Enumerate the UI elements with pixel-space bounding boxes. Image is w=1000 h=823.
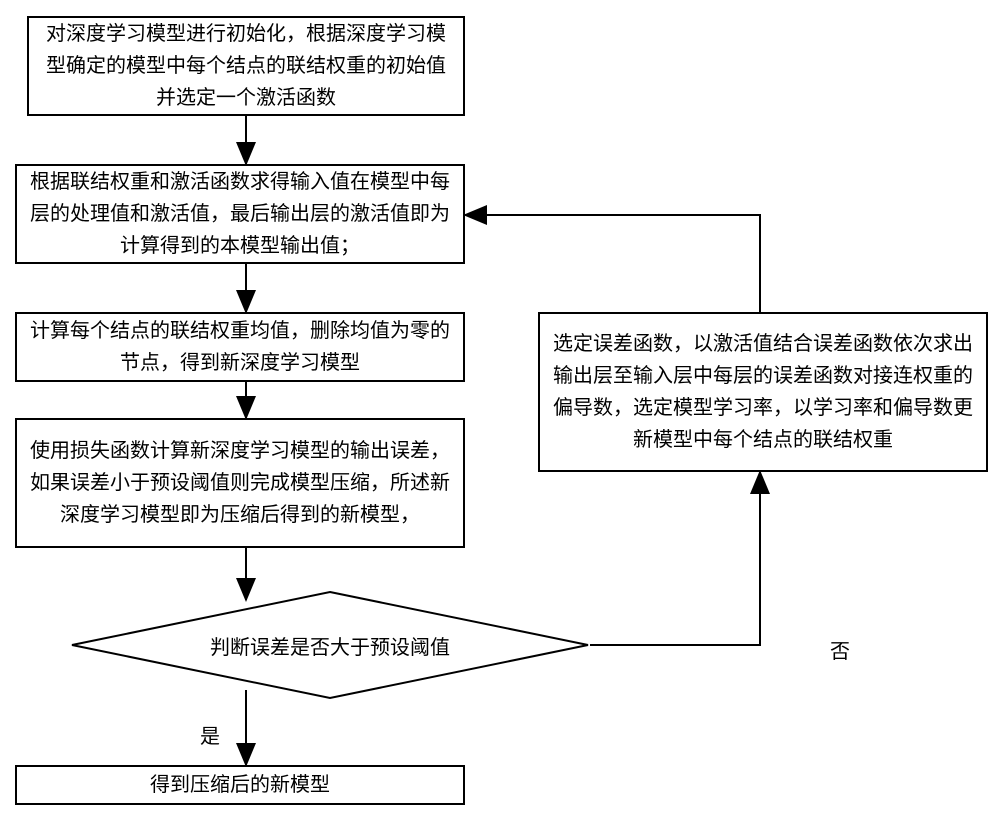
- label-text: 否: [830, 641, 850, 663]
- edge-label-no: 否: [830, 635, 850, 664]
- label-text: 是: [200, 726, 220, 748]
- flow-node-init: 对深度学习模型进行初始化，根据深度学习模型确定的模型中每个结点的联结权重的初始值…: [27, 16, 465, 116]
- node-text: 根据联结权重和激活函数求得输入值在模型中每层的处理值和激活值，最后输出层的激活值…: [29, 166, 451, 262]
- flow-node-loss: 使用损失函数计算新深度学习模型的输出误差，如果误差小于预设阈值则完成模型压缩，所…: [15, 418, 465, 548]
- flow-node-backprop: 选定误差函数，以激活值结合误差函数依次求出输出层至输入层中每层的误差函数对接连权…: [538, 312, 988, 472]
- node-text: 计算每个结点的联结权重均值，删除均值为零的节点，得到新深度学习模型: [29, 315, 451, 379]
- node-text: 使用损失函数计算新深度学习模型的输出误差，如果误差小于预设阈值则完成模型压缩，所…: [29, 435, 451, 531]
- flow-node-decision: 判断误差是否大于预设阈值: [70, 590, 590, 700]
- flow-node-prune: 计算每个结点的联结权重均值，删除均值为零的节点，得到新深度学习模型: [15, 312, 465, 382]
- flow-node-result: 得到压缩后的新模型: [15, 765, 465, 805]
- node-text: 判断误差是否大于预设阈值: [210, 631, 450, 660]
- node-text: 得到压缩后的新模型: [150, 769, 330, 801]
- flow-node-forward: 根据联结权重和激活函数求得输入值在模型中每层的处理值和激活值，最后输出层的激活值…: [15, 164, 465, 264]
- edge-label-yes: 是: [200, 720, 220, 749]
- node-text: 选定误差函数，以激活值结合误差函数依次求出输出层至输入层中每层的误差函数对接连权…: [552, 328, 974, 456]
- node-text: 对深度学习模型进行初始化，根据深度学习模型确定的模型中每个结点的联结权重的初始值…: [41, 18, 451, 114]
